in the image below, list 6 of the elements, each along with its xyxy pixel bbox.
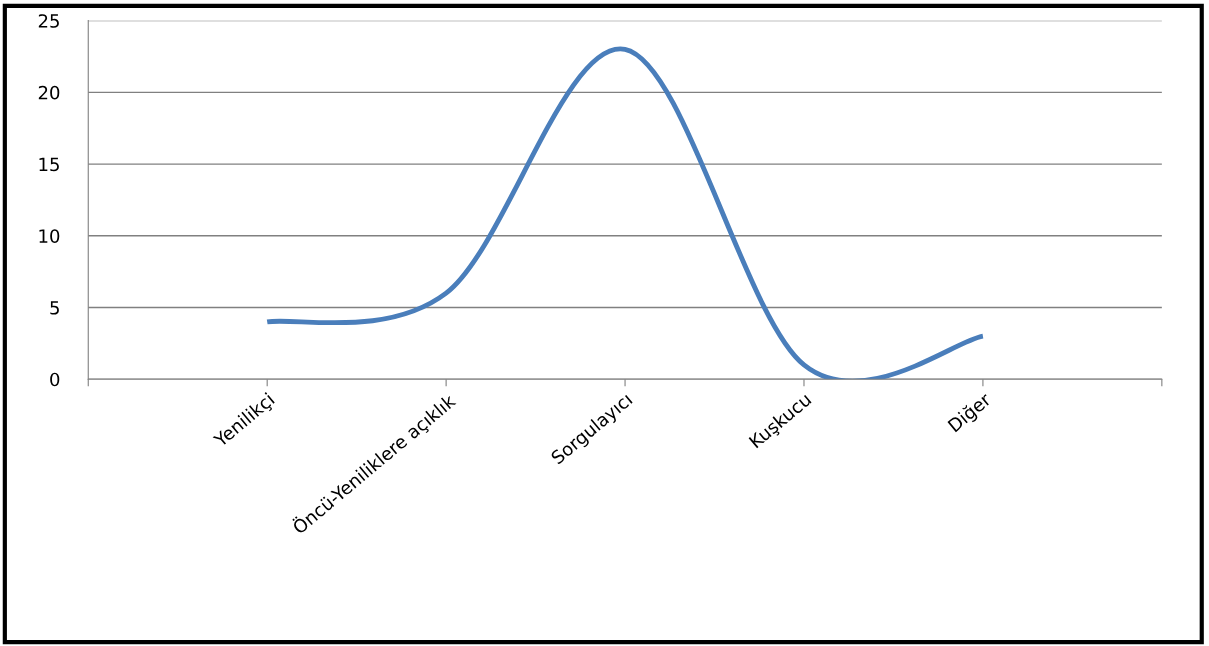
y-tick-label: 0 [50, 372, 60, 387]
y-tick-label: 10 [39, 229, 60, 243]
y-tick-label: 25 [38, 14, 59, 28]
y-tick-label: 20 [38, 85, 60, 100]
y-tick-label: 15 [39, 157, 59, 172]
y-tick-label: 5 [50, 301, 59, 315]
